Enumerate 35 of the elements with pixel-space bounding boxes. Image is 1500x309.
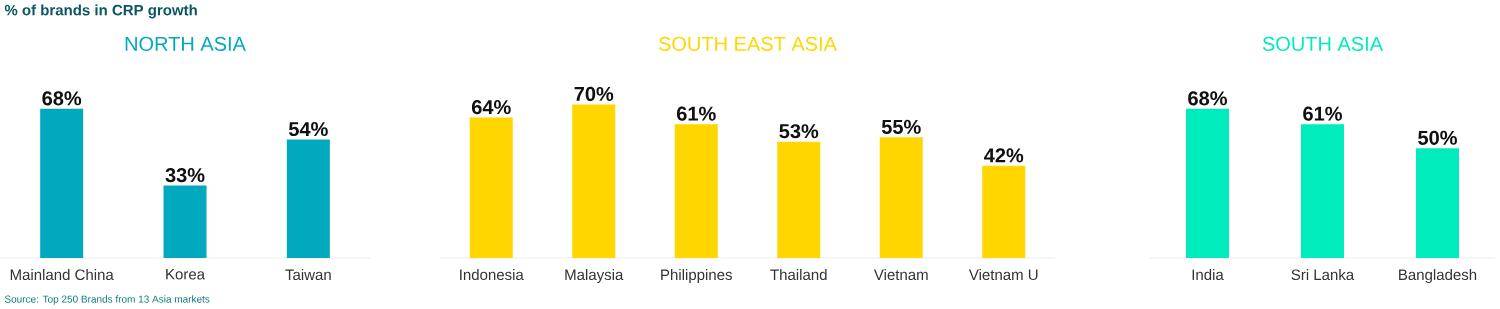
- bar: [674, 124, 718, 258]
- data-label: 64%: [471, 100, 511, 115]
- bar: [879, 137, 923, 258]
- x-tick-label: Vietnam U: [968, 269, 1038, 281]
- data-label: 55%: [881, 119, 921, 134]
- x-tick-label: Thailand: [770, 269, 827, 281]
- bar: [469, 117, 513, 258]
- x-tick-label: Indonesia: [460, 269, 524, 281]
- data-label: 42%: [984, 148, 1024, 163]
- data-label: 68%: [1188, 91, 1227, 106]
- source-note: Source: Top 250 Brands from 13 Asia markets: [4, 295, 210, 305]
- data-label: 53%: [779, 124, 819, 139]
- x-tick-label: Malaysia: [565, 269, 624, 284]
- x-tick-label: Bangladesh: [1399, 269, 1477, 284]
- data-label: 61%: [676, 106, 716, 121]
- x-tick-label: Sri Lanka: [1291, 269, 1355, 281]
- data-label: 68%: [42, 91, 82, 106]
- data-label: 50%: [1418, 130, 1457, 145]
- x-tick-label: Korea: [166, 269, 206, 280]
- x-tick-label: Taiwan: [285, 269, 331, 281]
- chart-title: SOUTH EAST ASIA: [658, 36, 837, 51]
- bar: [572, 104, 616, 258]
- chart-title: SOUTH ASIA: [1262, 36, 1384, 51]
- bar: [982, 165, 1026, 258]
- text: % of brands in CRP growth: [4, 4, 197, 19]
- x-tick-label: India: [1192, 269, 1224, 281]
- x-tick-label: Mainland China: [10, 269, 114, 281]
- data-label: 33%: [165, 168, 205, 183]
- chart-title: NORTH ASIA: [125, 36, 246, 51]
- x-tick-label: Philippines: [661, 269, 732, 284]
- x-tick-label: Vietnam: [873, 269, 928, 281]
- bar: [777, 141, 821, 258]
- data-label: 70%: [574, 86, 614, 102]
- data-label: 61%: [1303, 106, 1342, 121]
- data-label: 54%: [288, 122, 328, 137]
